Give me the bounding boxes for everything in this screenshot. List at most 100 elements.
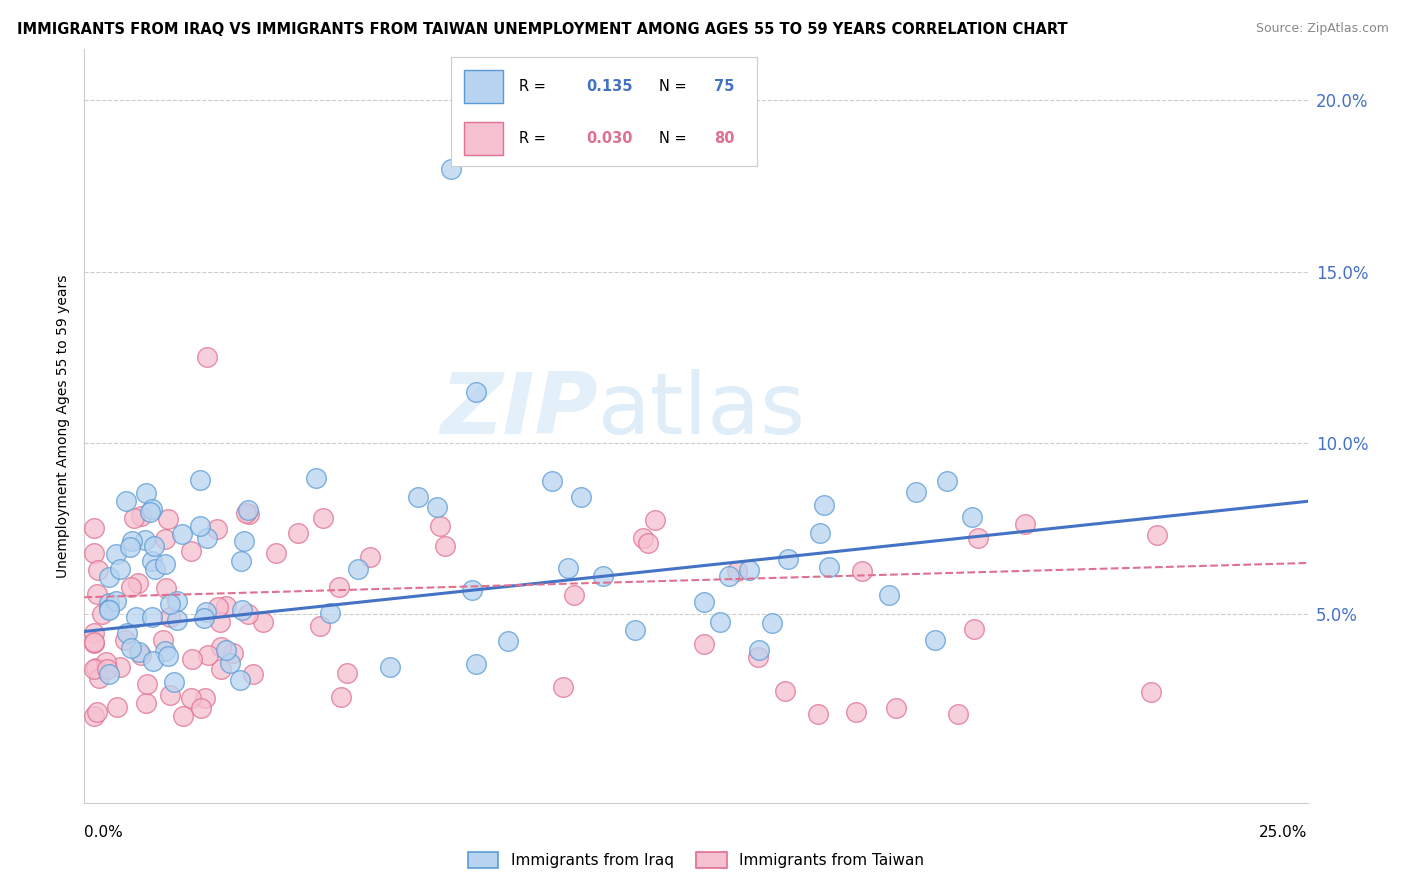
Point (551, 680, 574, 694)
Point (97, 596, 120, 610)
Point (761, 615, 783, 630)
Point (166, 613, 188, 627)
Point (464, 657, 486, 671)
Point (644, 513, 666, 527)
Point (172, 709, 194, 723)
Point (936, 474, 959, 488)
Point (97, 603, 120, 617)
Point (156, 648, 179, 663)
Point (180, 690, 202, 705)
Point (631, 531, 654, 545)
Point (725, 564, 748, 578)
Point (135, 696, 157, 710)
Point (194, 691, 217, 706)
Point (252, 615, 274, 629)
Point (166, 594, 188, 608)
Point (222, 646, 245, 660)
Point (98, 602, 121, 616)
Point (709, 615, 731, 629)
Point (569, 491, 592, 505)
Point (142, 654, 165, 668)
Point (330, 690, 353, 705)
Point (153, 533, 176, 547)
Point (152, 633, 174, 648)
Point (172, 527, 194, 541)
Point (231, 554, 253, 568)
Point (188, 519, 211, 533)
Point (105, 700, 128, 714)
Point (406, 490, 429, 504)
Point (96, 655, 118, 669)
Point (319, 607, 342, 621)
Point (87, 671, 110, 685)
Point (305, 471, 328, 485)
Point (190, 473, 212, 487)
Point (114, 494, 136, 508)
Point (562, 588, 585, 602)
Point (205, 522, 228, 536)
Point (104, 547, 127, 561)
Point (136, 677, 159, 691)
Point (84, 661, 107, 675)
Point (141, 554, 163, 568)
Point (219, 657, 242, 671)
Text: 25.0%: 25.0% (1260, 825, 1308, 840)
Point (139, 505, 162, 519)
Point (197, 531, 219, 545)
Point (97, 570, 120, 584)
Point (83, 625, 105, 640)
Point (946, 706, 969, 721)
Point (195, 605, 218, 619)
Point (159, 610, 181, 624)
Point (108, 660, 131, 674)
Point (966, 531, 988, 545)
Point (844, 705, 866, 719)
Point (308, 619, 330, 633)
Point (693, 637, 716, 651)
Point (127, 576, 149, 591)
Point (347, 562, 370, 576)
Point (153, 557, 176, 571)
Point (1146, 527, 1168, 541)
Point (141, 609, 163, 624)
Point (135, 485, 157, 500)
Point (738, 563, 761, 577)
Point (83, 661, 105, 675)
Point (886, 700, 908, 714)
Point (209, 640, 232, 654)
Point (91, 607, 114, 621)
Point (159, 597, 181, 611)
Point (905, 485, 928, 500)
Point (155, 582, 177, 596)
Point (336, 666, 359, 681)
Point (87, 563, 110, 577)
Point (181, 652, 204, 666)
Point (233, 533, 256, 548)
Point (159, 689, 181, 703)
Point (114, 633, 136, 648)
Point (541, 474, 564, 488)
Point (242, 667, 264, 681)
Point (963, 622, 986, 636)
Point (229, 673, 252, 687)
Point (496, 633, 519, 648)
Point (557, 561, 579, 575)
Point (143, 562, 166, 576)
Point (851, 564, 873, 578)
Point (818, 560, 841, 574)
Point (153, 644, 176, 658)
Point (86, 587, 108, 601)
Point (134, 533, 156, 547)
Point (156, 512, 179, 526)
Point (129, 508, 152, 523)
Point (748, 642, 770, 657)
Point (236, 607, 259, 621)
Point (231, 603, 253, 617)
Point (120, 580, 142, 594)
Point (180, 544, 202, 558)
Point (718, 569, 741, 583)
Point (86, 705, 108, 719)
Point (312, 510, 335, 524)
Point (460, 583, 482, 598)
Point (359, 550, 381, 565)
